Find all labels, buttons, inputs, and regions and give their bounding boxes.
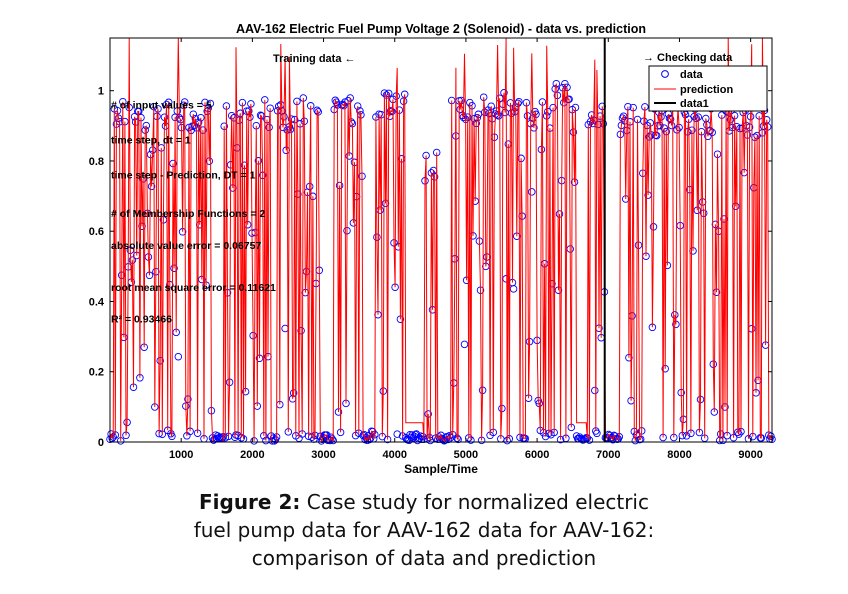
y-tick-label: 0.4 (89, 296, 105, 308)
x-tick-label: 4000 (382, 449, 406, 461)
data-point (323, 431, 331, 439)
chart-svg: AAV-162 Electric Fuel Pump Voltage 2 (So… (89, 22, 776, 476)
data-point (460, 340, 469, 349)
data-point (593, 429, 601, 438)
figure-caption: Figure 2: Case study for normalized elec… (0, 488, 848, 572)
x-tick-label: 9000 (738, 449, 762, 461)
data-point (619, 112, 628, 120)
legend-data-marker (661, 70, 669, 78)
caption-line-3: comparison of data and prediction (251, 546, 597, 570)
x-axis-label: Sample/Time (404, 462, 478, 476)
x-tick-label: 7000 (596, 449, 620, 461)
axes-layer: 1000 2000 3000 4000 5000 6000 7000 8000 9000 0 0.2… (89, 38, 772, 461)
legend-data1-label: data1 (680, 98, 709, 110)
training-data-label: Training data ← (273, 53, 356, 65)
x-tick-label: 5000 (454, 449, 478, 461)
x-tick-label: 6000 (525, 449, 549, 461)
legend: data prediction data1 (648, 65, 768, 112)
x-tick-label: 3000 (311, 449, 335, 461)
annotation-layer: # of input values = 5 time step, dt = 1 ti… (111, 99, 276, 325)
stats-annotation: # of input values = 5 (111, 99, 212, 111)
stats-annotation: root mean square error = 0.11621 (111, 282, 276, 294)
caption-line-1: Figure 2: Case study for normalized elec… (0, 488, 848, 516)
data-point (339, 100, 347, 109)
stats-annotation: absolute value error = 0.06757 (111, 240, 261, 252)
caption-label: Figure 2: (198, 490, 301, 514)
checking-data-label: → Checking data (643, 52, 733, 64)
data-point (393, 430, 401, 438)
caption-line-2: fuel pump data for AAV-162 data for AAV-… (193, 518, 655, 542)
data-point (509, 285, 518, 293)
x-tick-label: 1000 (169, 449, 193, 461)
stats-annotation: # of Membership Functions = 2 (111, 208, 265, 220)
data-point (174, 352, 183, 361)
data-point (609, 435, 617, 444)
data-point (473, 113, 482, 122)
data-point (493, 111, 502, 119)
x-tick-label: 8000 (667, 449, 691, 461)
y-tick-label: 0.6 (89, 226, 104, 238)
stats-annotation: time step, dt = 1 (111, 134, 191, 146)
data-point (340, 101, 348, 110)
plot-area-frame (109, 37, 773, 443)
y-tick-label: 0.2 (89, 367, 104, 379)
legend-data-label: data (680, 69, 704, 81)
y-tick-label: 0 (98, 437, 104, 449)
x-tick-label: 2000 (240, 449, 264, 461)
stats-annotation: time step - Prediction, DT = 1 (111, 170, 256, 182)
data-point (445, 431, 454, 440)
data-point (528, 188, 536, 196)
stats-annotation: R² = 0.93466 (111, 314, 172, 326)
chart-figure: AAV-162 Electric Fuel Pump Voltage 2 (So… (89, 22, 776, 476)
data-point (578, 435, 586, 443)
data-point (387, 107, 395, 115)
legend-prediction-label: prediction (680, 84, 733, 96)
y-tick-label: 1 (98, 86, 104, 98)
data-point (591, 386, 599, 395)
chart-title: AAV-162 Electric Fuel Pump Voltage 2 (So… (236, 22, 646, 36)
data-point (365, 435, 374, 444)
y-tick-label: 0.8 (89, 156, 104, 168)
caption-text-1: Case study for normalized electric (300, 490, 649, 514)
